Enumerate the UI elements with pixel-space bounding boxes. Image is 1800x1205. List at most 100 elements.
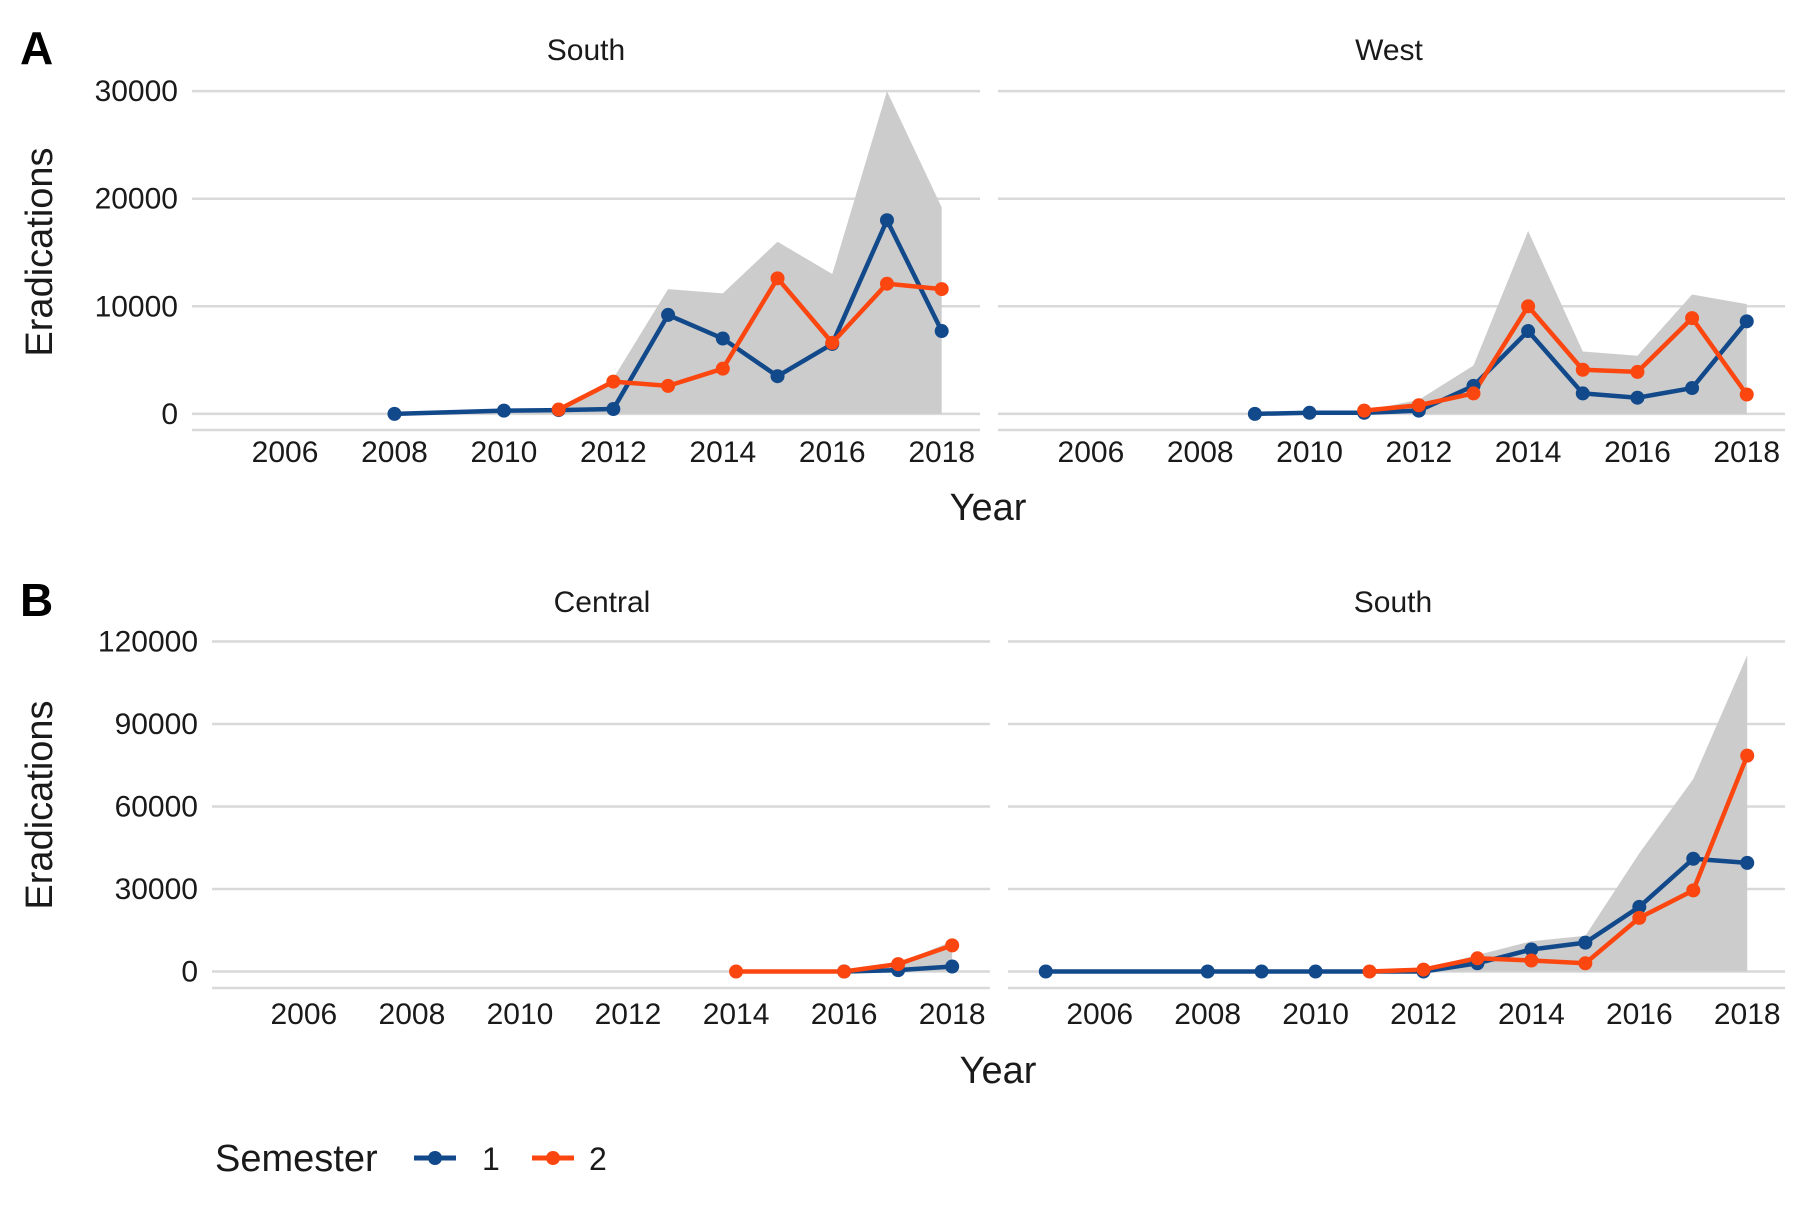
series-1-point [1521,324,1536,339]
x-tick-label: 2014 [689,436,756,469]
facet-title-a-right: West [1355,34,1423,67]
series-1-point [879,213,894,228]
series-1-point [1308,964,1323,979]
panel-letter-a: A [20,22,53,74]
x-tick-label: 2016 [1604,436,1671,469]
x-tick-label: 2018 [919,998,986,1031]
y-tick-label: 0 [161,398,178,431]
facet-title-b-right: South [1354,586,1432,619]
series-2-point [1521,299,1536,314]
legend-label-2: 2 [589,1141,607,1177]
x-tick-label: 2008 [379,998,446,1031]
y-tick-label: 60000 [115,791,198,824]
series-2-point [729,964,744,979]
series-2-point [934,282,949,297]
range-band [1045,655,1748,972]
y-axis-title-b: Eradications [19,700,61,909]
series-1-point [1578,935,1593,950]
series-1-point [1739,314,1754,329]
series-2-point [1466,386,1481,401]
y-tick-label: 0 [181,956,198,989]
series-1-point [1685,381,1700,396]
series-2-line [557,276,942,412]
series-2-line [1369,754,1750,974]
x-tick-label: 2010 [471,436,538,469]
series-1-point [715,331,730,346]
series-1-point [661,307,676,322]
facet-b-left: 2006 2008 2010 2012 2014 2016 2018 [212,640,990,1031]
series-1-point [1686,851,1701,866]
series-2-point [1630,364,1645,379]
x-axis-title-b: Year [960,1050,1037,1092]
series-1-point [1254,964,1269,979]
series-1-point [1247,406,1262,421]
series-1-point [934,324,949,339]
series-1-point [1302,405,1317,420]
series-2-point [770,271,785,286]
legend-label-1: 1 [482,1141,500,1177]
panel-letter-b: B [20,574,53,626]
series-2-point [1632,910,1647,925]
x-tick-label: 2018 [1714,998,1781,1031]
x-tick-label: 2008 [1174,998,1241,1031]
series-1-point [606,402,621,417]
legend: Semester 1 2 [215,1138,607,1180]
series-1-point [387,406,402,421]
y-tick-label: 10000 [95,290,178,323]
x-tick-label: 2008 [361,436,428,469]
facet-a-right: 2006 2008 2010 2012 2014 2016 2018 [998,89,1785,469]
y-tick-label: 30000 [115,873,198,906]
facet-b-right: 2006 2008 2010 2012 2014 2016 2018 [1008,640,1785,1031]
series-1-point [770,369,785,384]
facet-a-left: 2006 2008 2010 2012 2014 2016 2018 [192,89,980,469]
x-tick-label: 2008 [1167,436,1234,469]
series-1-point [945,959,960,974]
series-1-point [1038,964,1053,979]
x-tick-label: 2006 [1066,998,1133,1031]
y-tick-label: 120000 [98,626,198,659]
series-1-point [1200,964,1215,979]
x-tick-label: 2018 [1713,436,1780,469]
series-2-point [1739,387,1754,402]
x-tick-label: 2012 [1390,998,1457,1031]
series-2-point [1578,956,1593,971]
series-2-point [891,957,906,972]
x-tick-label: 2018 [908,436,975,469]
facet-title-a-left: South [547,34,625,67]
series-1-point [1630,390,1645,405]
series-2-point [1411,398,1426,413]
y-axis-title-a: Eradications [19,147,61,356]
x-tick-label: 2016 [1606,998,1673,1031]
x-tick-label: 2014 [703,998,770,1031]
series-2-point [1524,953,1539,968]
x-axis-title-a: Year [950,487,1027,529]
range-band [1254,230,1747,414]
series-2-point [1685,311,1700,326]
series-2-point [1686,883,1701,898]
y-tick-label: 90000 [115,708,198,741]
x-tick-label: 2014 [1495,436,1562,469]
legend-key-2-point [546,1151,560,1165]
series-1-point [1740,855,1755,870]
series-1-line [1254,319,1749,417]
series-2-point [606,374,621,389]
series-2-point [1575,362,1590,377]
series-2-line [736,943,953,974]
series-2-point [1740,748,1755,763]
series-2-line [1363,304,1749,413]
x-tick-label: 2016 [811,998,878,1031]
y-tick-labels-b: 0 30000 60000 90000 120000 [98,626,198,989]
series-1-line [394,217,944,417]
series-1-point [496,403,511,418]
series-1-point [1632,899,1647,914]
x-tick-label: 2012 [580,436,647,469]
series-2-point [837,964,852,979]
x-tick-label: 2006 [270,998,337,1031]
series-2-point [879,276,894,291]
x-tick-label: 2012 [1385,436,1452,469]
series-2-point [1357,403,1372,418]
y-tick-label: 30000 [95,75,178,108]
series-2-point [1362,964,1377,979]
